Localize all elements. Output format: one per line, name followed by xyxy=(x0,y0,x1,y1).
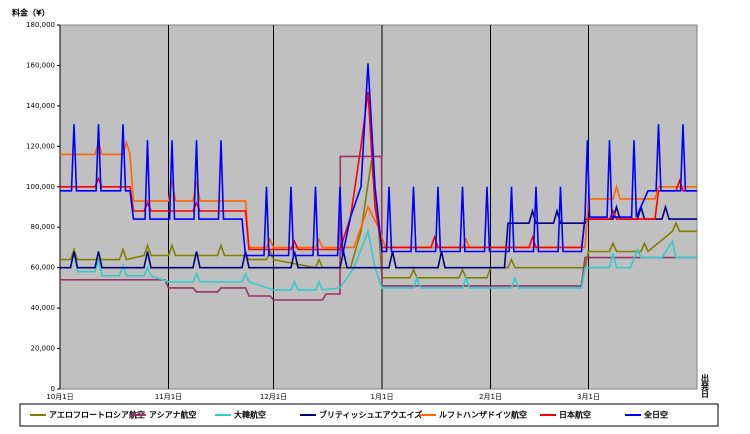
y-tick-label: 0 xyxy=(51,385,55,393)
y-tick-label: 160,000 xyxy=(26,61,55,69)
x-tick-label: 2月1日 xyxy=(479,393,502,401)
series-line xyxy=(60,155,697,301)
y-tick-label: 60,000 xyxy=(31,264,56,272)
legend-label: アシアナ航空 xyxy=(149,410,197,420)
x-axis-title: 出発日 xyxy=(700,373,710,399)
x-tick-label: 12月1日 xyxy=(260,393,287,401)
legend-label: 大韓航空 xyxy=(234,410,266,420)
x-tick-label: 10月1日 xyxy=(46,393,73,401)
series-line xyxy=(60,204,697,269)
y-tick-label: 80,000 xyxy=(31,223,56,231)
legend-label: ブリティッシュエアウエイズ xyxy=(319,410,422,420)
series-line xyxy=(60,63,697,257)
y-tick-label: 40,000 xyxy=(31,304,56,312)
legend-label: アエロフロートロシア航空 xyxy=(49,410,145,420)
y-tick-label: 120,000 xyxy=(26,142,55,150)
legend-label: ルフトハンザドイツ航空 xyxy=(439,410,527,420)
x-tick-label: 11月1日 xyxy=(155,393,182,401)
x-tick-label: 1月1日 xyxy=(371,393,394,401)
y-axis-title: 料金（¥） xyxy=(12,8,50,18)
x-tick-label: 3月1日 xyxy=(577,393,600,401)
legend-label: 全日空 xyxy=(643,410,668,420)
series-line xyxy=(60,228,697,291)
y-tick-label: 20,000 xyxy=(31,345,56,353)
legend-label: 日本航空 xyxy=(559,410,591,420)
y-tick-label: 140,000 xyxy=(26,102,55,110)
y-tick-label: 180,000 xyxy=(26,21,55,29)
series-line xyxy=(60,160,697,279)
plot-area xyxy=(59,24,698,390)
legend-box xyxy=(19,403,719,427)
y-tick-label: 100,000 xyxy=(26,183,55,191)
